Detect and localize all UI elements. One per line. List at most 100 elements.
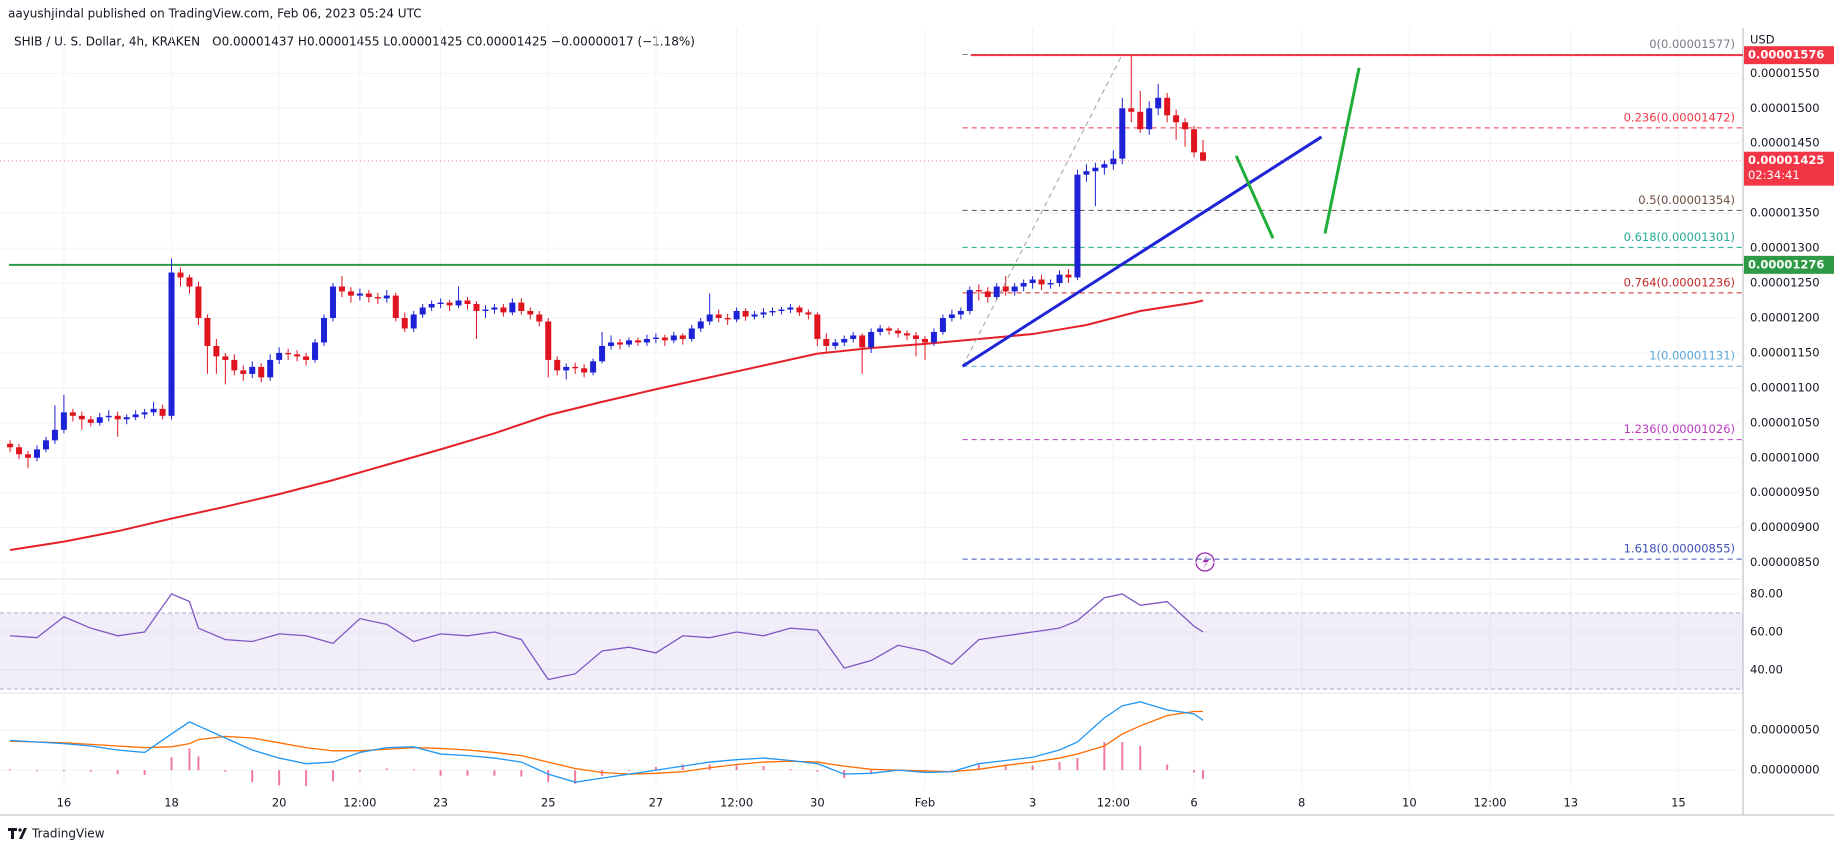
macd-histogram-bar <box>681 764 684 771</box>
candle-body <box>536 314 543 322</box>
candle-body <box>213 345 220 357</box>
candle-body <box>1200 152 1207 161</box>
candle-body <box>276 352 283 360</box>
candle-body <box>661 337 668 341</box>
macd-histogram-bar <box>62 770 65 772</box>
candle-body <box>706 314 713 322</box>
macd-tick-label: 0.00000000 <box>1750 763 1820 777</box>
candle-body <box>966 290 973 311</box>
candle-body <box>42 440 49 450</box>
macd-histogram-bar <box>1193 770 1196 773</box>
candle-body <box>365 293 372 298</box>
x-tick-label: 25 <box>541 796 556 810</box>
candle-body <box>1191 129 1198 153</box>
macd-histogram-bar <box>1103 741 1106 771</box>
x-tick-label: 12:00 <box>1097 796 1130 810</box>
candle-body <box>240 370 247 374</box>
candle-body <box>329 286 336 318</box>
x-tick-label: 12:00 <box>720 796 753 810</box>
tradingview-logo <box>8 828 27 839</box>
candle-body <box>1137 111 1144 130</box>
y-tick-label: 0.00001100 <box>1750 380 1820 394</box>
macd-histogram-bar <box>1031 765 1034 771</box>
x-tick-label: 27 <box>649 796 664 810</box>
candle-body <box>814 314 821 339</box>
x-tick-label: 12:00 <box>1473 796 1506 810</box>
fib-label: 0(0.00001577) <box>1649 37 1735 51</box>
published-line: aayushjindal published on TradingView.co… <box>8 7 422 21</box>
candle-body <box>1164 97 1171 116</box>
candle-body <box>993 286 1000 298</box>
candle-body <box>114 415 121 420</box>
candle-body <box>321 317 328 343</box>
candle-body <box>715 314 722 318</box>
y-tick-label: 0.00000850 <box>1750 555 1820 569</box>
candle-body <box>25 454 32 458</box>
x-tick-label: 18 <box>164 796 179 810</box>
candle-body <box>455 300 462 306</box>
macd-histogram-bar <box>816 770 819 772</box>
macd-histogram-bar <box>197 756 200 771</box>
y-tick-label: 0.00001200 <box>1750 310 1820 324</box>
candle-body <box>841 338 848 343</box>
price-badge <box>1744 46 1834 65</box>
candle-body <box>132 414 139 418</box>
y-tick-label: 0.00001350 <box>1750 206 1820 220</box>
candle-body <box>1146 108 1153 130</box>
candle-body <box>1155 97 1162 109</box>
fib-label: 1.236(0.00001026) <box>1624 422 1735 436</box>
macd-histogram-bar <box>1076 758 1079 771</box>
candle-body <box>1083 171 1090 175</box>
candle-body <box>868 331 875 348</box>
candle-body <box>51 429 58 441</box>
x-tick-label: 3 <box>1029 796 1036 810</box>
candle-body <box>303 356 310 360</box>
candle-body <box>805 312 812 315</box>
candle-body <box>7 443 14 448</box>
candle-body <box>401 317 408 329</box>
macd-line <box>10 701 1204 783</box>
y-tick-label: 0.00001500 <box>1750 101 1820 115</box>
candle-body <box>930 331 937 343</box>
macd-histogram-bar <box>977 764 980 771</box>
candle-body <box>724 317 731 320</box>
candle-body <box>895 330 902 334</box>
candle-body <box>527 310 534 315</box>
candle-body <box>877 328 884 332</box>
macd-histogram-bar <box>439 770 442 776</box>
candle-body <box>643 338 650 343</box>
macd-histogram-bar <box>493 770 496 776</box>
candle-body <box>787 307 794 310</box>
candle-body <box>688 328 695 339</box>
candle-body <box>258 366 265 378</box>
candle-body <box>563 366 570 371</box>
candle-body <box>123 417 130 420</box>
macd-histogram-bar <box>627 770 630 772</box>
macd-tick-label: 0.00000050 <box>1750 722 1820 736</box>
candle-body <box>1074 174 1081 278</box>
macd-histogram-bar <box>224 770 227 772</box>
candle-body <box>69 412 76 416</box>
macd-histogram-bar <box>35 770 38 772</box>
price-badge-label: 0.00001576 <box>1748 48 1824 62</box>
candle-body <box>374 297 381 299</box>
candle-body <box>572 366 579 369</box>
candle-body <box>1011 286 1018 292</box>
candle-body <box>249 366 256 374</box>
candle-body <box>338 286 345 292</box>
macd-histogram-bar <box>9 769 12 771</box>
macd-histogram-bar <box>188 748 191 771</box>
countdown: 02:34:41 <box>1748 168 1800 182</box>
footer-brand: TradingView <box>31 827 105 841</box>
candle-body <box>823 338 830 346</box>
candle-body <box>473 304 480 311</box>
candle-body <box>796 307 803 313</box>
fib-label: 1(0.00001131) <box>1649 349 1735 363</box>
rsi-tick-label: 60.00 <box>1750 624 1783 638</box>
candle-body <box>886 328 893 331</box>
price-badge <box>1744 255 1834 274</box>
rsi-band <box>0 612 1743 690</box>
ohlc-info: O0.00001437 H0.00001455 L0.00001425 C0.0… <box>212 35 695 49</box>
candle-body <box>1101 164 1108 168</box>
